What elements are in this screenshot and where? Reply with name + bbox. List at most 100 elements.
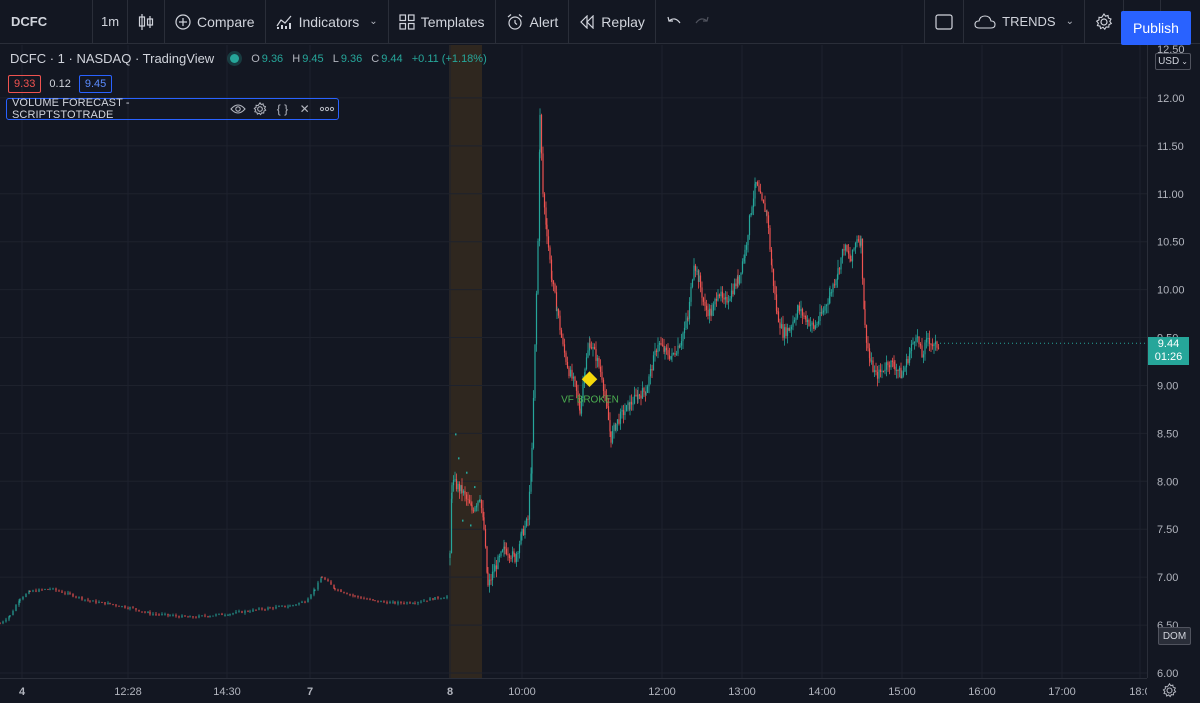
candle-body bbox=[832, 284, 834, 293]
candle-body bbox=[847, 251, 850, 254]
price-chart[interactable]: VF BROKEN bbox=[0, 45, 1147, 678]
candle-body bbox=[913, 341, 916, 343]
chart-type-button[interactable] bbox=[128, 0, 165, 44]
candle-body bbox=[930, 343, 932, 345]
candle-body bbox=[645, 392, 647, 395]
candle-body bbox=[313, 589, 315, 595]
indicators-button[interactable]: Indicators ⌄ bbox=[266, 0, 389, 44]
more-options-icon[interactable] bbox=[316, 99, 338, 119]
candle-body bbox=[434, 597, 436, 600]
candle-body bbox=[423, 600, 425, 602]
chevron-down-icon[interactable]: ⌄ bbox=[369, 16, 378, 27]
premarket-tick bbox=[470, 524, 472, 527]
candle-body bbox=[696, 270, 698, 272]
ask-button[interactable]: 9.45 bbox=[78, 75, 113, 93]
indicator-legend[interactable]: VOLUME FORECAST - SCRIPTSTOTRADE { } ✕ bbox=[6, 97, 339, 121]
high-value: 9.45 bbox=[302, 52, 324, 65]
close-icon[interactable]: ✕ bbox=[299, 102, 310, 116]
settings-button[interactable] bbox=[1085, 0, 1124, 44]
candle-body bbox=[694, 265, 697, 271]
gear-icon[interactable] bbox=[1162, 683, 1177, 698]
chevron-down-icon[interactable]: ⌄ bbox=[1065, 16, 1074, 27]
interval-selector[interactable]: 1m bbox=[93, 0, 128, 44]
price-tick-label: 8.00 bbox=[1157, 476, 1178, 488]
candle-body bbox=[808, 319, 810, 326]
candle-body bbox=[704, 301, 706, 306]
candle-body bbox=[865, 325, 868, 343]
compare-button[interactable]: Compare bbox=[165, 0, 266, 44]
candle-body bbox=[397, 601, 399, 604]
templates-button[interactable]: Templates bbox=[389, 0, 496, 44]
bid-button[interactable]: 9.33 bbox=[8, 75, 42, 93]
candle-body bbox=[372, 599, 374, 601]
price-tick-label: 8.50 bbox=[1157, 428, 1178, 440]
redo-icon[interactable] bbox=[694, 15, 710, 29]
candle-body bbox=[674, 353, 676, 355]
candle-body bbox=[292, 605, 294, 607]
cloud-layout-button[interactable]: TRENDS ⌄ bbox=[964, 0, 1085, 44]
candle-body bbox=[625, 405, 628, 412]
candle-body bbox=[460, 485, 462, 492]
candle-body bbox=[261, 608, 263, 610]
candle-body bbox=[498, 555, 501, 557]
candle-body bbox=[178, 616, 180, 618]
candle-body bbox=[786, 328, 789, 336]
time-tick-label: 16:00 bbox=[968, 686, 996, 698]
candle-body bbox=[661, 344, 664, 346]
candle-body bbox=[35, 590, 37, 592]
candle-body bbox=[657, 344, 659, 353]
candle-body bbox=[857, 239, 860, 241]
candle-body bbox=[691, 279, 694, 287]
candle-body bbox=[505, 548, 508, 555]
undo-icon[interactable] bbox=[666, 15, 682, 29]
candle-body bbox=[861, 238, 864, 279]
candle-body bbox=[212, 615, 214, 617]
candle-body bbox=[701, 287, 703, 298]
candle-body bbox=[934, 341, 937, 345]
candle-body bbox=[733, 283, 736, 295]
alert-button[interactable]: Alert bbox=[496, 0, 570, 44]
source-code-icon[interactable]: { } bbox=[276, 102, 289, 116]
candle-body bbox=[724, 297, 727, 300]
candle-body bbox=[893, 361, 895, 367]
candle-body bbox=[774, 285, 776, 295]
candle-body bbox=[479, 499, 481, 501]
candle-body bbox=[403, 602, 405, 604]
eye-icon[interactable] bbox=[227, 99, 249, 119]
time-axis[interactable]: 4 12:28 14:30 7 8 10:00 12:00 13:00 14:00 15:00 16… bbox=[0, 678, 1147, 703]
chart-pane[interactable]: VF BROKEN bbox=[0, 45, 1147, 678]
candle-body bbox=[334, 588, 336, 590]
candle-body bbox=[727, 300, 730, 303]
candle-body bbox=[69, 592, 71, 594]
candle-body bbox=[467, 498, 469, 500]
dom-button[interactable]: DOM bbox=[1158, 627, 1191, 645]
candle-body bbox=[414, 603, 416, 605]
symbol-title[interactable]: DCFC · 1 · NASDAQ · TradingView bbox=[10, 51, 215, 66]
replay-button[interactable]: Replay bbox=[569, 0, 656, 44]
candle-body bbox=[563, 344, 566, 353]
candle-body bbox=[907, 358, 909, 363]
candle-body bbox=[374, 600, 376, 602]
candle-body bbox=[843, 249, 845, 251]
candle-body bbox=[264, 609, 266, 611]
candle-body bbox=[789, 329, 791, 331]
candle-body bbox=[873, 370, 876, 372]
candle-body bbox=[61, 591, 63, 593]
symbol-search[interactable]: DCFC bbox=[0, 0, 93, 44]
candle-body bbox=[905, 358, 908, 368]
premarket-tick bbox=[474, 486, 476, 489]
candle-body bbox=[255, 609, 257, 611]
premarket-tick bbox=[458, 457, 460, 460]
publish-button[interactable]: Publish bbox=[1121, 11, 1191, 45]
candle-body bbox=[711, 310, 713, 316]
candle-body bbox=[440, 598, 442, 600]
price-axis[interactable]: 12.0011.5011.0010.5010.009.509.008.508.0… bbox=[1147, 45, 1200, 678]
currency-selector[interactable]: USD ⌄ bbox=[1155, 53, 1191, 70]
candle-body bbox=[22, 596, 24, 600]
layout-button[interactable] bbox=[924, 0, 965, 44]
candle-body bbox=[718, 294, 721, 297]
candle-body bbox=[888, 365, 891, 368]
time-tick-label: 12:00 bbox=[648, 686, 676, 698]
gear-icon[interactable] bbox=[249, 99, 271, 119]
candle-body bbox=[783, 327, 786, 338]
